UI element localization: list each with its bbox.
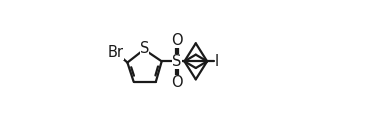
Text: S: S [172,54,182,69]
Text: S: S [140,41,149,56]
Text: I: I [215,54,219,69]
Text: O: O [171,75,183,90]
Text: Br: Br [108,45,124,60]
Text: O: O [171,33,183,48]
